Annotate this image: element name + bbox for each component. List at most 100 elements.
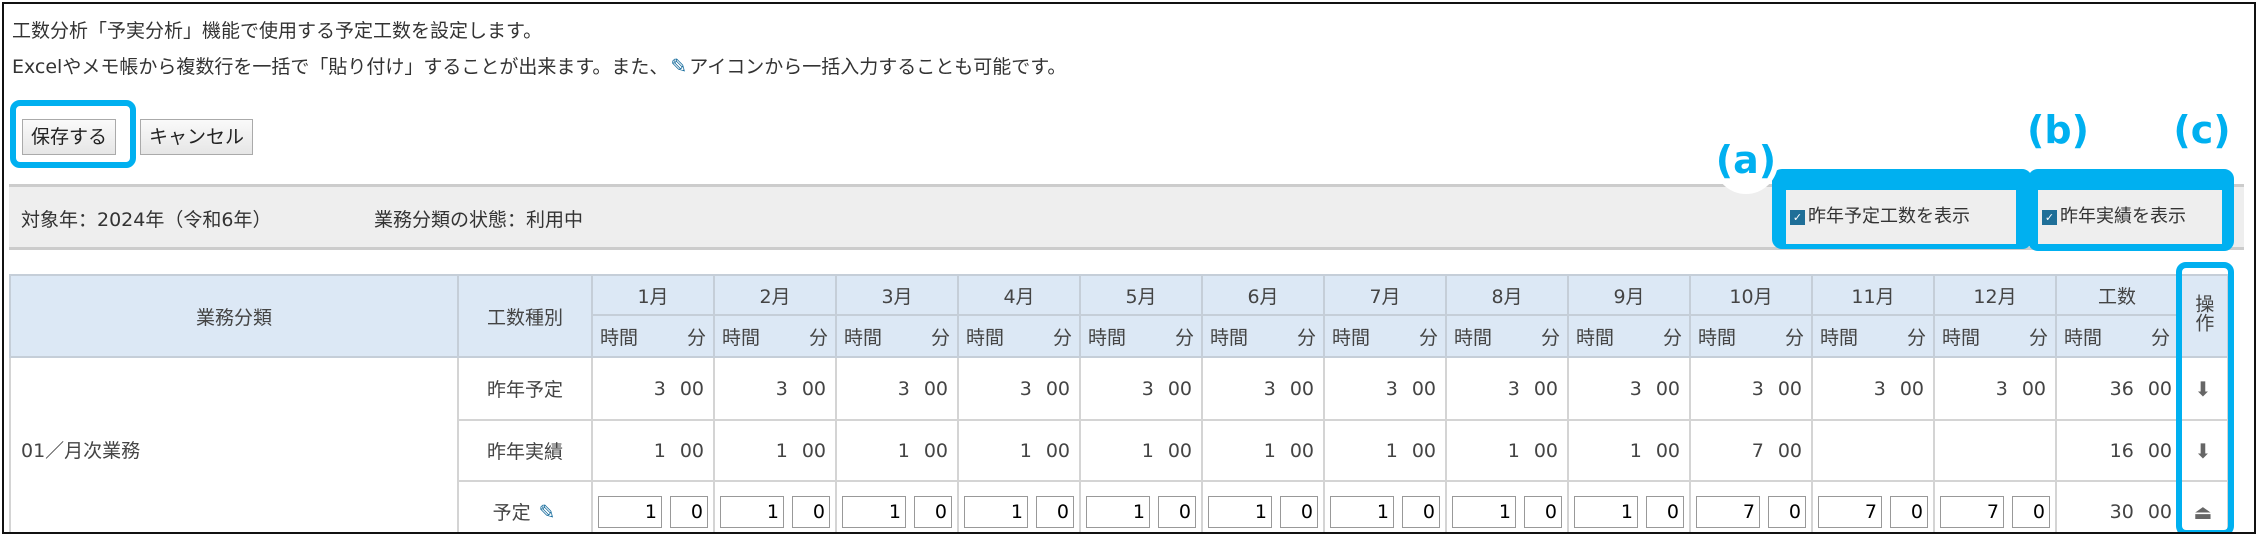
month-value-cell: 3 00 <box>591 356 715 421</box>
type-cell: 昨年実績 <box>457 419 593 482</box>
month-value-cell: 1 00 <box>1445 419 1569 482</box>
hour-input[interactable] <box>1696 495 1760 528</box>
circle-down-icon[interactable]: ⬇ <box>2194 438 2212 463</box>
header-month: 11月 <box>1811 274 1935 316</box>
month-value-cell: 3 00 <box>1811 356 1935 421</box>
annotation-a: (a) <box>1714 130 1778 194</box>
header-type: 工数種別 <box>457 274 593 358</box>
month-input-cell <box>1689 480 1813 532</box>
header-hour: 時間 <box>1454 326 1493 349</box>
circle-down-icon[interactable]: ⬇ <box>2194 376 2212 401</box>
header-month: 5月 <box>1079 274 1203 316</box>
minute-input[interactable] <box>670 495 708 528</box>
description-line-2: Excelやメモ帳から複数行を一括で「貼り付け」することが出来ます。また、 ✎ アイ… <box>12 52 1066 79</box>
hour-input[interactable] <box>964 495 1028 528</box>
hour-input[interactable] <box>1940 495 2004 528</box>
hour-input[interactable] <box>842 495 906 528</box>
minute-value: 00 <box>1167 439 1192 462</box>
hour-input[interactable] <box>1208 495 1272 528</box>
minute-value: 00 <box>1045 377 1070 400</box>
month-value-cell: 3 00 <box>1201 356 1325 421</box>
header-minute: 分 <box>2028 326 2048 349</box>
header-total: 工数 <box>2055 274 2179 316</box>
header-month: 4月 <box>957 274 1081 316</box>
month-value-cell: 3 00 <box>1689 356 1813 421</box>
header-hour: 時間 <box>1942 326 1981 349</box>
hour-input[interactable] <box>1086 495 1150 528</box>
hour-input[interactable] <box>1818 495 1882 528</box>
month-input-cell <box>957 480 1081 532</box>
minute-value: 00 <box>923 377 948 400</box>
header-category: 業務分類 <box>9 274 459 358</box>
minute-input[interactable] <box>1280 495 1318 528</box>
total-cell: 30 00 <box>2055 480 2179 532</box>
checkbox-label: 昨年予定工数を表示 <box>1808 206 1970 227</box>
minute-value: 00 <box>1533 439 1558 462</box>
header-month: 9月 <box>1567 274 1691 316</box>
header-month: 10月 <box>1689 274 1813 316</box>
show-last-plan-checkbox[interactable]: ✓ 昨年予定工数を表示 <box>1786 190 2016 244</box>
hour-value: 1 <box>1019 439 1032 462</box>
hour-input[interactable] <box>1452 495 1516 528</box>
eraser-icon[interactable]: ⏏ <box>2193 499 2213 524</box>
hour-input[interactable] <box>1574 495 1638 528</box>
header-hour-minute: 時間 分 <box>1079 314 1203 358</box>
target-year: 対象年：2024年（令和6年） <box>21 209 272 231</box>
header-hour: 時間 <box>2064 326 2103 349</box>
minute-input[interactable] <box>792 495 830 528</box>
minute-input[interactable] <box>1768 495 1806 528</box>
hour-input[interactable] <box>598 495 662 528</box>
header-hour-minute: 時間 分 <box>591 314 715 358</box>
cancel-button[interactable]: キャンセル <box>140 119 254 155</box>
header-hour: 時間 <box>1820 326 1859 349</box>
hour-value: 1 <box>1385 439 1398 462</box>
minute-value: 00 <box>679 377 704 400</box>
month-input-cell <box>713 480 837 532</box>
minute-value: 00 <box>1899 377 1924 400</box>
header-hour-minute: 時間 分 <box>1445 314 1569 358</box>
minute-input[interactable] <box>2012 495 2050 528</box>
type-label: 昨年予定 <box>486 379 563 401</box>
minute-input[interactable] <box>1524 495 1562 528</box>
hour-input[interactable] <box>1330 495 1394 528</box>
minute-value: 00 <box>1777 439 1802 462</box>
minute-value: 00 <box>1289 377 1314 400</box>
description-text: アイコンから一括入力することも可能です。 <box>689 56 1067 78</box>
month-value-cell: 3 00 <box>1567 356 1691 421</box>
category-cell: 01／月次業務 <box>9 356 459 532</box>
month-value-cell: 1 00 <box>1201 419 1325 482</box>
header-hour-minute: 時間 分 <box>1201 314 1325 358</box>
minute-input[interactable] <box>914 495 952 528</box>
header-minute: 分 <box>1784 326 1804 349</box>
show-last-actual-checkbox[interactable]: ✓ 昨年実績を表示 <box>2038 190 2222 244</box>
header-hour-minute: 時間 分 <box>1933 314 2057 358</box>
month-input-cell <box>1201 480 1325 532</box>
type-label: 予定 <box>492 502 531 524</box>
month-value-cell: 3 00 <box>835 356 959 421</box>
minute-input[interactable] <box>1890 495 1928 528</box>
hour-input[interactable] <box>720 495 784 528</box>
save-button[interactable]: 保存する <box>22 119 117 155</box>
minute-input[interactable] <box>1036 495 1074 528</box>
header-minute: 分 <box>1906 326 1926 349</box>
hour-value: 3 <box>1019 377 1032 400</box>
type-label: 昨年実績 <box>486 441 563 463</box>
pencil-icon: ✎ <box>670 54 688 78</box>
minute-input[interactable] <box>1646 495 1684 528</box>
month-value-cell: 3 00 <box>957 356 1081 421</box>
minute-input[interactable] <box>1402 495 1440 528</box>
header-hour: 時間 <box>1210 326 1249 349</box>
hour-value: 3 <box>897 377 910 400</box>
minute-value: 00 <box>1289 439 1314 462</box>
month-value-cell: 7 00 <box>1689 419 1813 482</box>
minute-input[interactable] <box>1158 495 1196 528</box>
header-hour-minute: 時間 分 <box>2055 314 2179 358</box>
pencil-icon[interactable]: ✎ <box>538 500 556 524</box>
header-hour-minute: 時間 分 <box>957 314 1081 358</box>
checkbox-checked-icon: ✓ <box>1790 209 1805 225</box>
header-hour: 時間 <box>1698 326 1737 349</box>
header-minute: 分 <box>930 326 950 349</box>
hour-value: 1 <box>1141 439 1154 462</box>
hour-value: 1 <box>1263 439 1276 462</box>
month-value-cell: 1 00 <box>1079 419 1203 482</box>
